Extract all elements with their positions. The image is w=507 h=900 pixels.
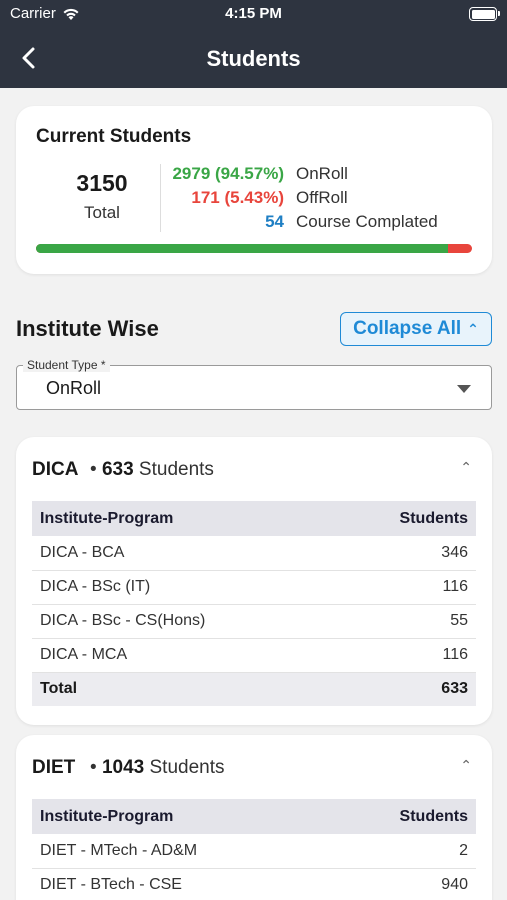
page-title: Students: [206, 46, 301, 71]
column-header-program: Institute-Program: [32, 501, 335, 536]
onroll-progress-bar: [36, 244, 472, 253]
student-type-value: OnRoll: [46, 378, 102, 398]
table-total-row: Total 633: [32, 672, 476, 706]
student-type-label: Student Type *: [23, 358, 110, 372]
total-value-cell: 633: [334, 672, 476, 706]
current-students-card: Current Students 3150 Total 2979 (94.57%…: [16, 106, 492, 274]
total-label-cell: Total: [32, 672, 335, 706]
current-students-body: 3150 Total 2979 (94.57%) OnRoll 171 (5.4…: [36, 162, 472, 240]
offroll-label: OffRoll: [296, 188, 348, 207]
student-type-select[interactable]: Student Type * OnRoll: [16, 358, 492, 410]
carrier-info: Carrier: [10, 5, 80, 22]
nav-bar: Students: [0, 30, 507, 88]
program-cell: DICA - BSc - CS(Hons): [32, 604, 335, 639]
table-row: DICA - MCA 116: [32, 638, 476, 673]
collapse-all-label: Collapse All: [353, 318, 462, 339]
collapse-all-button[interactable]: Collapse All ⌃: [340, 312, 492, 346]
chevron-up-icon[interactable]: ⌃: [460, 757, 472, 773]
battery-icon: [469, 7, 500, 21]
students-cell: 940: [330, 868, 476, 900]
institute-count-value: 1043: [101, 757, 145, 778]
wifi-icon: [63, 8, 79, 20]
program-table: Institute-Program Students DIET - MTech …: [32, 799, 476, 900]
column-header-program: Institute-Program: [32, 799, 331, 834]
institute-count: • 633 Students: [90, 459, 214, 480]
program-cell: DIET - MTech - AD&M: [32, 834, 331, 869]
caret-down-icon: [457, 385, 471, 393]
table-header-row: Institute-Program Students: [32, 799, 476, 834]
chevron-left-icon: [22, 47, 35, 69]
institute-header[interactable]: DICA • 633 Students ⌃: [32, 437, 476, 501]
students-cell: 2: [330, 834, 476, 869]
institute-name: DIET: [32, 757, 76, 778]
students-cell: 55: [334, 604, 476, 639]
institute-header[interactable]: DIET • 1043 Students ⌃: [32, 735, 476, 799]
students-cell: 116: [334, 570, 476, 605]
back-button[interactable]: [16, 44, 44, 72]
program-cell: DIET - BTech - CSE: [32, 868, 331, 900]
institute-card-diet: DIET • 1043 Students ⌃ Institute-Program…: [16, 735, 492, 900]
column-header-students: Students: [334, 501, 476, 536]
offroll-row: 171 (5.43%) OffRoll: [172, 186, 438, 210]
app-header: Carrier 4:15 PM Students: [0, 0, 507, 88]
current-students-title: Current Students: [36, 126, 192, 147]
institute-count-value: 633: [101, 459, 134, 480]
column-header-students: Students: [330, 799, 476, 834]
divider: [160, 164, 161, 232]
completed-value: 54: [265, 212, 284, 231]
chevron-up-icon: ⌃: [467, 320, 479, 337]
institute-wise-title: Institute Wise: [16, 316, 159, 341]
total-value: 3150: [76, 170, 128, 196]
status-bar: Carrier 4:15 PM: [0, 0, 507, 30]
institute-count-suffix: Students: [138, 459, 214, 480]
total-label: Total: [84, 203, 120, 222]
carrier-label: Carrier: [10, 5, 56, 22]
onroll-row: 2979 (94.57%) OnRoll: [172, 162, 438, 186]
onroll-progress-fill: [36, 244, 449, 253]
table-row: DIET - BTech - CSE 940: [32, 868, 476, 900]
status-time: 4:15 PM: [225, 5, 282, 22]
students-cell: 346: [334, 536, 476, 571]
students-cell: 116: [334, 638, 476, 673]
completed-label: Course Complated: [296, 212, 438, 231]
program-cell: DICA - BCA: [32, 536, 335, 571]
institute-name: DICA: [32, 459, 79, 480]
institute-count-suffix: Students: [149, 757, 225, 778]
offroll-value: 171 (5.43%): [191, 188, 284, 207]
table-row: DIET - MTech - AD&M 2: [32, 834, 476, 869]
table-header-row: Institute-Program Students: [32, 501, 476, 536]
total-box: 3150 Total: [36, 162, 168, 223]
onroll-label: OnRoll: [296, 164, 348, 183]
table-row: DICA - BSc (IT) 116: [32, 570, 476, 605]
completed-row: 54 Course Complated: [172, 210, 438, 234]
institute-card-dica: DICA • 633 Students ⌃ Institute-Program …: [16, 437, 492, 725]
table-row: DICA - BSc - CS(Hons) 55: [32, 604, 476, 639]
program-table: Institute-Program Students DICA - BCA 34…: [32, 501, 476, 706]
institute-count: • 1043 Students: [90, 757, 225, 778]
stats-list: 2979 (94.57%) OnRoll 171 (5.43%) OffRoll…: [172, 162, 438, 234]
program-cell: DICA - MCA: [32, 638, 335, 673]
program-cell: DICA - BSc (IT): [32, 570, 335, 605]
chevron-up-icon[interactable]: ⌃: [460, 459, 472, 475]
onroll-value: 2979 (94.57%): [172, 164, 284, 183]
table-row: DICA - BCA 346: [32, 536, 476, 571]
